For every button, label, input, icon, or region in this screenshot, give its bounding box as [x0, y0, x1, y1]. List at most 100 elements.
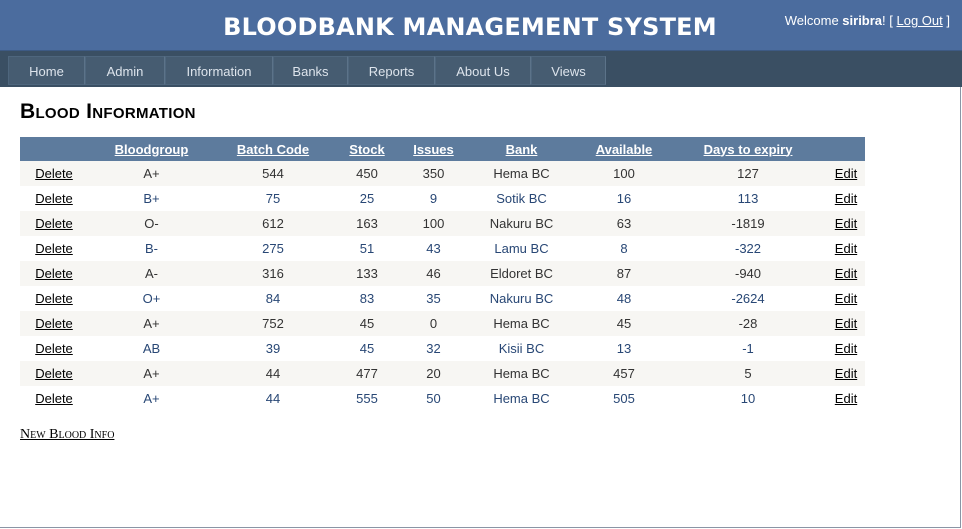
edit-link[interactable]: Edit	[834, 391, 858, 406]
delete-link[interactable]: Delete	[35, 366, 73, 381]
nav-menu: Home Admin Information Banks Reports Abo…	[8, 56, 606, 85]
cell-days-to-expiry: -28	[738, 316, 758, 331]
cell-available: 457	[613, 366, 635, 381]
table-row: Delete B- 275 51 43 Lamu BC 8 -322 Edit	[20, 236, 865, 261]
cell-batch-code: 84	[265, 291, 281, 306]
delete-link[interactable]: Delete	[35, 191, 73, 206]
cell-batch-code: 544	[262, 166, 284, 181]
delete-cell: Delete	[20, 361, 88, 386]
cell-stock: 45	[359, 341, 375, 356]
cell-days-to-expiry: 5	[744, 366, 752, 381]
cell-available: 87	[616, 266, 632, 281]
column-header-bloodgroup[interactable]: Bloodgroup	[114, 141, 189, 157]
cell-issues: 46	[426, 266, 441, 281]
column-header-edit	[827, 137, 865, 161]
cell-batch-code: 612	[262, 216, 284, 231]
cell-bloodgroup: A-	[145, 266, 158, 281]
delete-link[interactable]: Delete	[35, 291, 73, 306]
cell-available: 505	[613, 391, 635, 406]
delete-link[interactable]: Delete	[35, 241, 73, 256]
cell-bank: Eldoret BC	[490, 266, 553, 281]
column-header-issues[interactable]: Issues	[413, 141, 454, 157]
edit-link[interactable]: Edit	[834, 366, 858, 381]
edit-cell: Edit	[827, 361, 865, 386]
cell-issues: 50	[426, 391, 441, 406]
cell-batch-code: 316	[262, 266, 284, 281]
cell-issues: 350	[422, 166, 445, 181]
table-row: Delete A+ 544 450 350 Hema BC 100 127 Edit	[20, 161, 865, 186]
table-row: Delete A+ 44 477 20 Hema BC 457 5 Edit	[20, 361, 865, 386]
edit-link[interactable]: Edit	[834, 291, 858, 306]
table-row: Delete O- 612 163 100 Nakuru BC 63 -1819 Edit	[20, 211, 865, 236]
delete-link[interactable]: Delete	[35, 316, 73, 331]
delete-cell: Delete	[20, 286, 88, 311]
cell-batch-code: 275	[262, 241, 284, 256]
nav-item-about-us[interactable]: About Us	[435, 56, 531, 85]
delete-link[interactable]: Delete	[35, 391, 73, 406]
login-bracket-open: ! [	[882, 13, 897, 28]
table-row: Delete A+ 752 45 0 Hema BC 45 -28 Edit	[20, 311, 865, 336]
cell-issues: 0	[429, 316, 438, 331]
nav-item-home[interactable]: Home	[8, 56, 85, 85]
edit-link[interactable]: Edit	[834, 316, 858, 331]
delete-link[interactable]: Delete	[35, 266, 73, 281]
edit-link[interactable]: Edit	[834, 266, 858, 281]
column-header-bank[interactable]: Bank	[505, 141, 538, 157]
cell-days-to-expiry: -1819	[731, 216, 765, 231]
nav-item-admin[interactable]: Admin	[85, 56, 165, 85]
edit-link[interactable]: Edit	[834, 216, 858, 231]
cell-bloodgroup: O-	[144, 216, 159, 231]
cell-days-to-expiry: -2624	[731, 291, 765, 306]
cell-available: 8	[620, 241, 628, 256]
cell-available: 63	[616, 216, 632, 231]
username: siribra	[842, 13, 883, 28]
edit-cell: Edit	[827, 386, 865, 411]
table-header-row: Bloodgroup Batch Code Stock Issues Bank …	[20, 137, 865, 161]
edit-cell: Edit	[827, 161, 865, 186]
page-title: Blood Information	[20, 100, 196, 123]
cell-bank: Hema BC	[493, 166, 550, 181]
cell-days-to-expiry: -1	[742, 341, 754, 356]
delete-link[interactable]: Delete	[35, 216, 73, 231]
edit-cell: Edit	[827, 211, 865, 236]
delete-cell: Delete	[20, 336, 88, 361]
nav-item-information[interactable]: Information	[165, 56, 273, 85]
cell-bloodgroup: B+	[143, 191, 160, 206]
table-row: Delete AB 39 45 32 Kisii BC 13 -1 Edit	[20, 336, 865, 361]
cell-stock: 450	[356, 166, 378, 181]
new-blood-info-link[interactable]: New Blood Info	[20, 427, 115, 442]
column-header-batch-code[interactable]: Batch Code	[236, 141, 310, 157]
edit-link[interactable]: Edit	[834, 166, 858, 181]
cell-issues: 100	[422, 216, 445, 231]
delete-cell: Delete	[20, 161, 88, 186]
edit-link[interactable]: Edit	[834, 341, 858, 356]
delete-link[interactable]: Delete	[35, 166, 73, 181]
delete-cell: Delete	[20, 261, 88, 286]
cell-days-to-expiry: -940	[734, 266, 762, 281]
cell-bank: Sotik BC	[496, 191, 547, 206]
cell-available: 100	[613, 166, 635, 181]
nav-item-banks[interactable]: Banks	[273, 56, 348, 85]
delete-cell: Delete	[20, 236, 88, 261]
column-header-stock[interactable]: Stock	[349, 141, 385, 157]
column-header-days-to-expiry[interactable]: Days to expiry	[703, 141, 793, 157]
cell-stock: 133	[356, 266, 378, 281]
cell-days-to-expiry: -322	[734, 241, 762, 256]
cell-stock: 555	[356, 391, 378, 406]
nav-item-views[interactable]: Views	[531, 56, 606, 85]
cell-batch-code: 39	[265, 341, 281, 356]
site-title: BLOODBANK MANAGEMENT SYSTEM	[223, 13, 717, 41]
nav-item-reports[interactable]: Reports	[348, 56, 435, 85]
logout-link[interactable]: Log Out	[896, 13, 943, 28]
edit-link[interactable]: Edit	[834, 241, 858, 256]
delete-link[interactable]: Delete	[35, 341, 73, 356]
cell-bank: Nakuru BC	[489, 216, 554, 231]
table-row: Delete B+ 75 25 9 Sotik BC 16 113 Edit	[20, 186, 865, 211]
edit-link[interactable]: Edit	[834, 191, 858, 206]
column-header-available[interactable]: Available	[595, 141, 653, 157]
cell-batch-code: 752	[262, 316, 284, 331]
cell-issues: 35	[426, 291, 441, 306]
cell-bank: Hema BC	[493, 316, 550, 331]
cell-days-to-expiry: 127	[737, 166, 759, 181]
